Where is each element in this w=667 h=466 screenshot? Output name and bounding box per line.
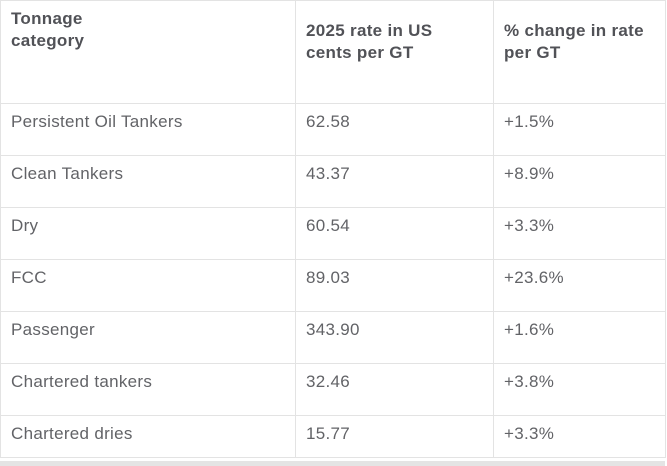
cell-change: +23.6% xyxy=(493,259,666,312)
cell-rate: 343.90 xyxy=(295,311,494,364)
table-row: Passenger 343.90 +1.6% xyxy=(0,311,666,364)
cell-rate: 89.03 xyxy=(295,259,494,312)
column-header-label: % change in rate per GT xyxy=(504,21,644,62)
table-row: Chartered dries 15.77 +3.3% xyxy=(0,415,666,458)
column-header-label: 2025 rate in US cents per GT xyxy=(306,21,433,62)
horizontal-scrollbar[interactable] xyxy=(0,461,665,466)
cell-change: +1.6% xyxy=(493,311,666,364)
cell-change: +3.3% xyxy=(493,415,666,458)
cell-category: Chartered dries xyxy=(0,415,296,458)
table-row: FCC 89.03 +23.6% xyxy=(0,259,666,312)
cell-change: +3.8% xyxy=(493,363,666,416)
cell-category: Passenger xyxy=(0,311,296,364)
cell-category: Persistent Oil Tankers xyxy=(0,103,296,156)
table-row: Dry 60.54 +3.3% xyxy=(0,207,666,260)
table-body: Persistent Oil Tankers 62.58 +1.5% Clean… xyxy=(0,103,666,458)
cell-rate: 60.54 xyxy=(295,207,494,260)
cell-change: +3.3% xyxy=(493,207,666,260)
cell-rate: 62.58 xyxy=(295,103,494,156)
table-header: Tonnage category 2025 rate in US cents p… xyxy=(0,0,666,104)
column-header-label: Tonnage category xyxy=(11,9,85,50)
column-header-percent-change: % change in rate per GT xyxy=(493,0,666,104)
table-row: Chartered tankers 32.46 +3.8% xyxy=(0,363,666,416)
cell-category: FCC xyxy=(0,259,296,312)
table-row: Persistent Oil Tankers 62.58 +1.5% xyxy=(0,103,666,156)
column-header-2025-rate: 2025 rate in US cents per GT xyxy=(295,0,494,104)
header-row: Tonnage category 2025 rate in US cents p… xyxy=(0,0,666,104)
cell-category: Dry xyxy=(0,207,296,260)
column-header-tonnage-category: Tonnage category xyxy=(0,0,296,104)
cell-category: Clean Tankers xyxy=(0,155,296,208)
cell-rate: 32.46 xyxy=(295,363,494,416)
cell-rate: 15.77 xyxy=(295,415,494,458)
cell-change: +1.5% xyxy=(493,103,666,156)
table-row: Clean Tankers 43.37 +8.9% xyxy=(0,155,666,208)
cell-change: +8.9% xyxy=(493,155,666,208)
cell-rate: 43.37 xyxy=(295,155,494,208)
cell-category: Chartered tankers xyxy=(0,363,296,416)
